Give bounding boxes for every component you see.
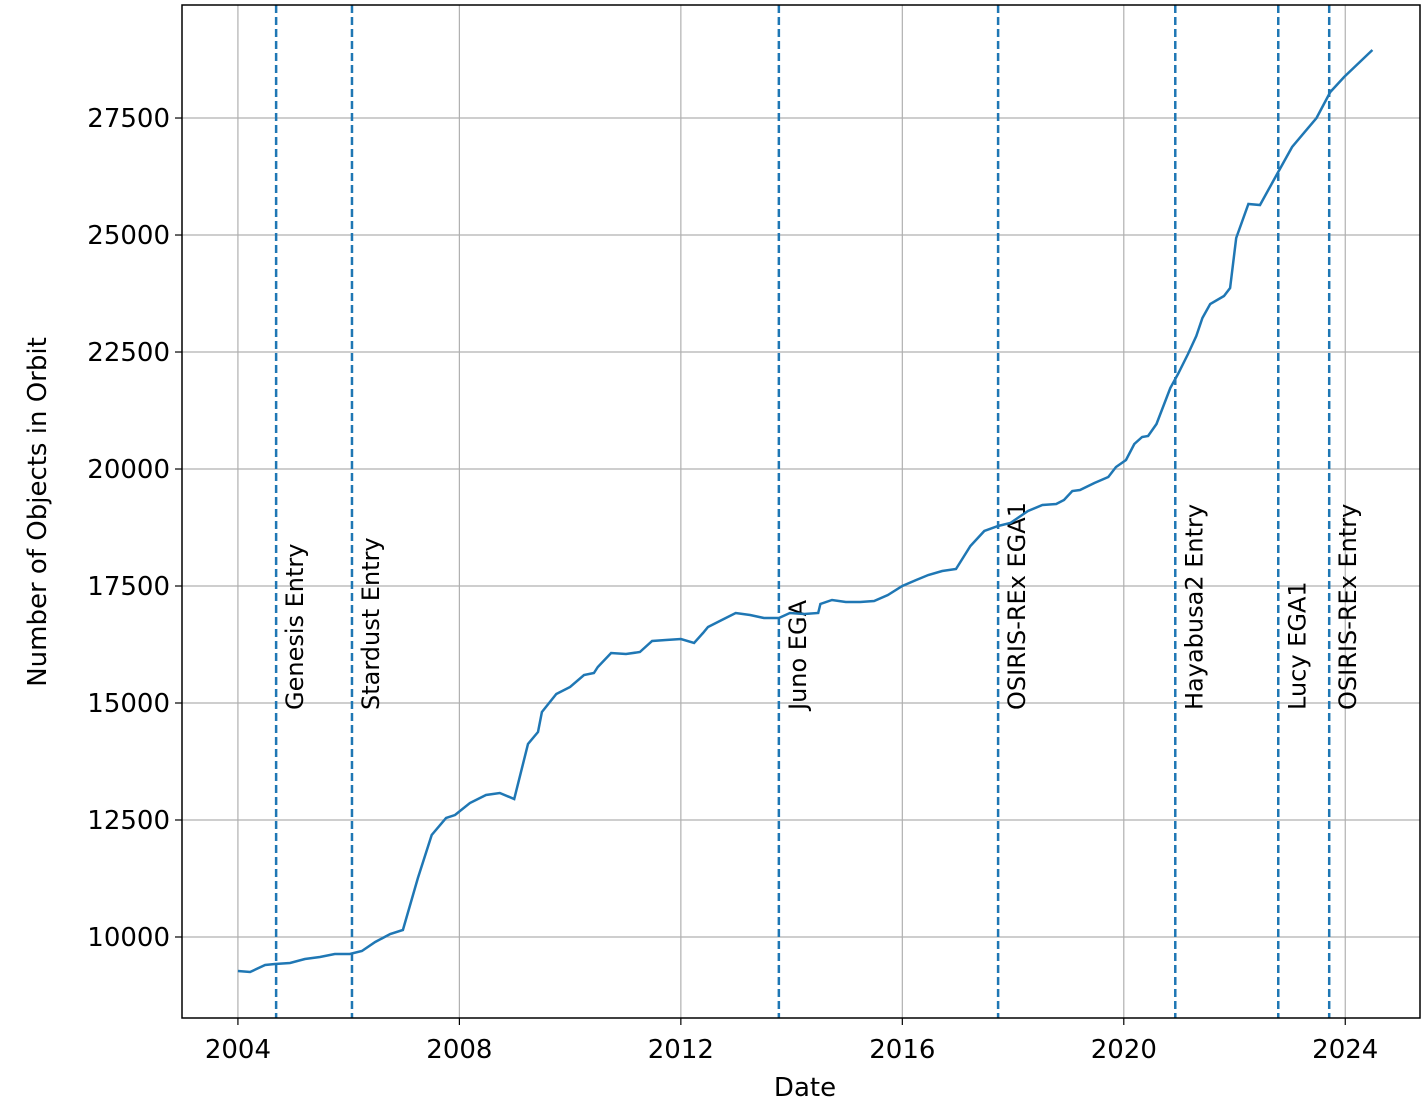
- x-tick-label: 2020: [1091, 1035, 1157, 1065]
- event-label: Stardust Entry: [357, 537, 385, 710]
- event-label: OSIRIS-REx Entry: [1334, 504, 1362, 710]
- x-axis-label: Date: [774, 1073, 836, 1101]
- event-label: Juno EGA: [784, 599, 812, 712]
- y-tick-label: 10000: [87, 923, 170, 953]
- x-tick-label: 2012: [648, 1035, 714, 1065]
- y-axis-label: Number of Objects in Orbit: [23, 337, 53, 687]
- event-label: OSIRIS-REx EGA1: [1003, 502, 1031, 710]
- plot-frame: [181, 4, 1421, 1019]
- y-tick-label: 12500: [87, 806, 170, 836]
- y-tick-label: 25000: [87, 221, 170, 251]
- y-tick-label: 15000: [87, 689, 170, 719]
- event-label: Lucy EGA1: [1283, 581, 1311, 710]
- x-tick-label: 2024: [1312, 1035, 1378, 1065]
- data-line: [237, 49, 1374, 974]
- y-tick-label: 22500: [87, 338, 170, 368]
- x-tick-label: 2008: [426, 1035, 492, 1065]
- x-tick-label: 2016: [869, 1035, 935, 1065]
- x-tick-label: 2004: [205, 1035, 271, 1065]
- event-label: Hayabusa2 Entry: [1180, 504, 1208, 710]
- event-label: Genesis Entry: [281, 544, 309, 711]
- y-tick-label: 17500: [87, 572, 170, 602]
- y-tick-label: 27500: [87, 104, 170, 134]
- y-tick-label: 20000: [87, 455, 170, 485]
